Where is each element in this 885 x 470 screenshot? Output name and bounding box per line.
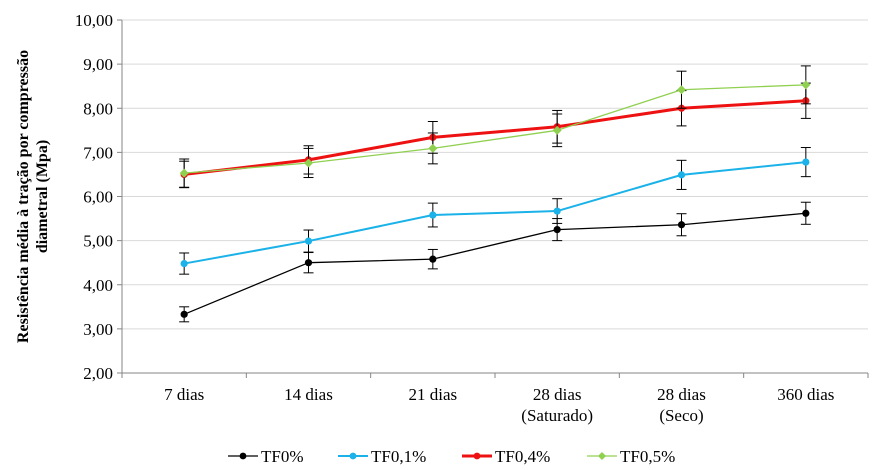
legend-label: TF0,5%: [620, 447, 675, 466]
x-tick-label: 28 dias (Seco): [657, 385, 706, 425]
data-point: [677, 171, 686, 179]
y-tick-label: 6,00: [83, 188, 113, 207]
data-point: [179, 168, 189, 178]
x-tick-labels: 7 dias 14 dias 21 dias 28 dias (Saturado) 28 …: [164, 385, 834, 425]
y-tick-label: 4,00: [83, 276, 113, 295]
data-point: [429, 211, 437, 219]
data-point: [802, 158, 810, 166]
data-point: [552, 125, 562, 135]
legend-label: TF0,4%: [495, 447, 550, 466]
legend-label: TF0%: [261, 447, 304, 466]
data-point: [553, 225, 561, 234]
y-tick-label: 8,00: [83, 99, 113, 118]
data-point: [801, 80, 811, 90]
data-point: [802, 209, 810, 217]
data-point: [553, 207, 561, 215]
data-point: [677, 221, 686, 229]
legend-swatch-marker: [239, 452, 247, 460]
series-1: [179, 147, 811, 275]
data-series: [179, 65, 811, 323]
y-tick-label: 10,00: [75, 11, 113, 30]
series-line: [183, 161, 806, 265]
y-tick-label: 7,00: [83, 143, 113, 162]
series-line: [183, 212, 806, 315]
y-tick-label: 2,00: [83, 364, 113, 383]
x-tick-label: 14 dias: [284, 385, 333, 404]
data-point: [304, 158, 313, 168]
y-axis-title: Resistência média à tração por compressã…: [15, 50, 51, 343]
y-tick-labels: 2,00 3,00 4,00 5,00 6,00 7,00 8,00 9,00 10,00: [75, 11, 113, 383]
data-point: [677, 85, 686, 95]
x-tick-label: 360 dias: [777, 385, 834, 404]
y-tick-label: 9,00: [83, 55, 113, 74]
legend-label: TF0,1%: [371, 447, 426, 466]
legend-item-2: TF0,4%: [462, 447, 550, 466]
data-point: [429, 255, 437, 263]
x-tick-label: 21 dias: [409, 385, 458, 404]
legend-item-0: TF0%: [228, 447, 304, 466]
legend: TF0% TF0,1% TF0,4% TF0,5%: [228, 447, 675, 466]
data-point: [304, 259, 313, 267]
series-line: [184, 84, 806, 174]
legend-swatch-marker: [349, 452, 357, 460]
data-point: [180, 259, 188, 268]
y-tick-label: 5,00: [83, 232, 113, 251]
legend-item-3: TF0,5%: [587, 447, 675, 466]
legend-swatch-marker: [473, 452, 481, 460]
gridlines: [122, 19, 868, 330]
axes: [117, 19, 869, 378]
series-3: [179, 65, 811, 188]
data-point: [304, 237, 313, 245]
data-point: [180, 310, 188, 318]
y-axis-title-text: Resistência média à tração por compressã…: [15, 50, 51, 343]
data-point: [428, 143, 438, 153]
x-tick-label: 28 dias (Saturado): [521, 385, 593, 425]
legend-item-1: TF0,1%: [338, 447, 426, 466]
series-0: [179, 201, 811, 323]
x-tick-label: 7 dias: [164, 385, 204, 404]
series-line: [183, 99, 806, 176]
legend-swatch-marker: [598, 452, 606, 460]
y-tick-label: 3,00: [83, 320, 113, 339]
